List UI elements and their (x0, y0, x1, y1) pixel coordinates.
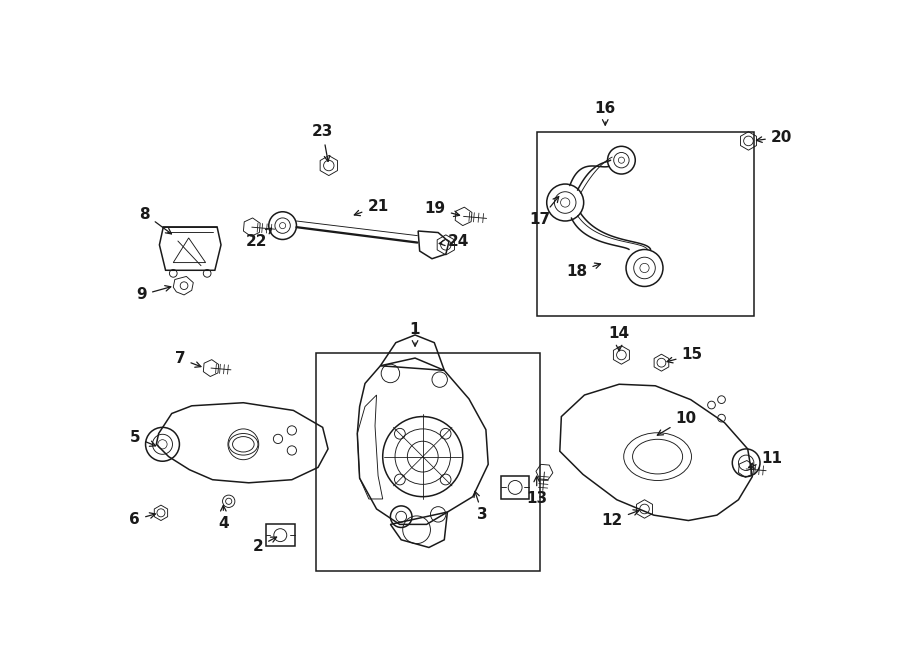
Text: 24: 24 (439, 233, 469, 249)
Text: 10: 10 (657, 410, 697, 435)
Text: 12: 12 (602, 510, 639, 528)
Text: 1: 1 (410, 323, 420, 346)
Text: 21: 21 (355, 199, 389, 215)
Bar (501, 476, 529, 499)
Text: 18: 18 (566, 263, 600, 280)
Text: 16: 16 (595, 101, 616, 125)
Bar (266, 524, 295, 546)
Text: 22: 22 (246, 228, 272, 249)
Text: 6: 6 (130, 512, 156, 527)
Bar (536, 132, 754, 317)
Text: 14: 14 (608, 326, 630, 351)
Text: 15: 15 (667, 348, 703, 363)
Text: 20: 20 (756, 130, 792, 145)
Text: 4: 4 (218, 506, 229, 531)
Text: 17: 17 (529, 196, 559, 227)
Text: 8: 8 (140, 207, 172, 234)
Text: 9: 9 (137, 286, 171, 303)
Text: 23: 23 (312, 124, 333, 161)
Text: 7: 7 (175, 352, 201, 368)
Text: 13: 13 (526, 476, 547, 506)
Text: 19: 19 (425, 201, 460, 217)
Text: 3: 3 (474, 491, 488, 522)
Text: 5: 5 (130, 430, 156, 446)
Text: 11: 11 (749, 451, 783, 468)
Bar (317, 353, 540, 570)
Text: 2: 2 (253, 537, 276, 554)
